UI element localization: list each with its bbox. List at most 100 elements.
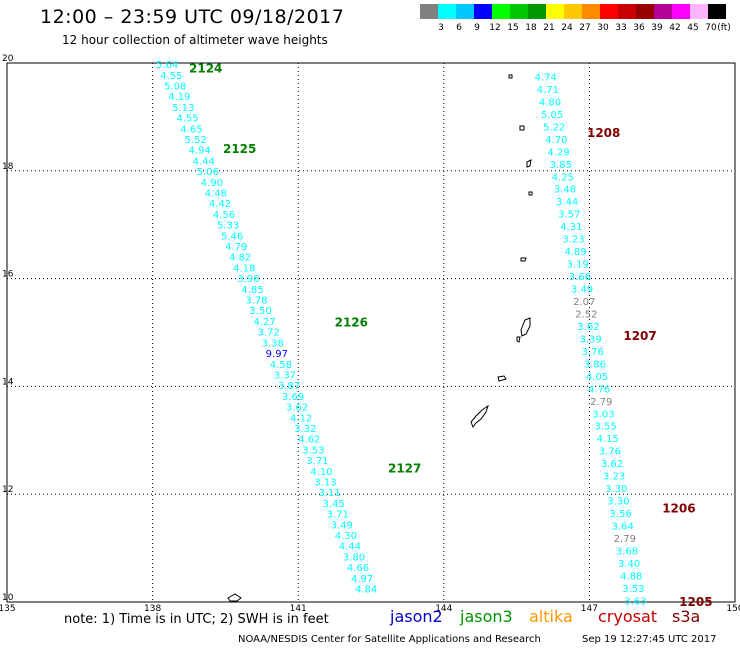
island-rota [497, 375, 507, 382]
legend-label: 15 [507, 23, 519, 33]
wave-height-value: 5.46 [221, 231, 243, 242]
wave-height-value: 4.71 [537, 85, 559, 96]
legend-label: 24 [561, 23, 573, 33]
wave-height-value: 4.29 [547, 147, 569, 158]
wave-height-value: 2.79 [590, 397, 612, 408]
wave-height-value: 5.06 [197, 167, 219, 178]
wave-height-value: 3.53 [302, 445, 324, 456]
legend-swatch [492, 4, 510, 19]
legend-label: 33 [615, 23, 627, 33]
satellite-name: jason2 [390, 607, 443, 626]
wave-height-value: 3.37 [274, 370, 296, 381]
wave-height-value: 4.74 [535, 72, 557, 83]
wave-height-value: 3.49 [571, 285, 593, 296]
wave-height-value: 4.65 [180, 124, 202, 135]
wave-height-value: 5.64 [156, 60, 178, 71]
island-aguijan [516, 336, 521, 343]
wave-height-value: 3.72 [258, 328, 280, 339]
wave-height-value: 4.27 [253, 317, 275, 328]
wave-height-value: 3.11 [318, 488, 340, 499]
x-tick-label: 150 [726, 604, 740, 614]
wave-height-value: 4.80 [539, 97, 561, 108]
wave-height-value: 2.07 [573, 297, 595, 308]
wave-height-value: 4.85 [241, 285, 263, 296]
wave-height-value: 3.87 [278, 381, 300, 392]
pass-time-label: 1206 [662, 502, 695, 516]
y-tick-label: 12 [2, 485, 13, 495]
wave-height-value: 4.19 [168, 92, 190, 103]
island-outlines [227, 74, 533, 602]
wave-height-value: 4.42 [209, 199, 231, 210]
pass-time-label: 1207 [623, 329, 656, 343]
wave-height-value: 4.05 [586, 372, 608, 383]
wave-height-value: 3.63 [624, 596, 646, 607]
wave-height-value: 4.90 [201, 178, 223, 189]
legend-swatch [438, 4, 456, 19]
legend-label: 70 [705, 23, 717, 33]
wave-height-value: 4.94 [189, 146, 211, 157]
legend-label: 42 [669, 23, 681, 33]
wave-height-value: 4.88 [620, 571, 642, 582]
wave-height-value: 3.55 [594, 422, 616, 433]
x-tick-label: 141 [290, 604, 307, 614]
wave-height-value: 3.57 [558, 210, 580, 221]
legend-label: 3 [438, 23, 444, 33]
island-alamagan [528, 191, 533, 196]
island-parece-vela [227, 593, 242, 602]
legend-label: 27 [579, 23, 591, 33]
wave-height-value: 9.97 [266, 349, 288, 360]
wave-height-value: 4.10 [310, 467, 332, 478]
wave-height-value: 4.55 [160, 71, 182, 82]
map-frame [6, 62, 736, 603]
wave-height-value: 3.68 [616, 546, 638, 557]
wave-height-value: 2.52 [575, 309, 597, 320]
wave-height-value: 3.86 [584, 359, 606, 370]
wave-height-value: 3.76 [599, 447, 621, 458]
wave-height-value: 5.05 [541, 110, 563, 121]
wave-height-value: 5.08 [164, 81, 186, 92]
wave-height-value: 3.80 [343, 552, 365, 563]
x-tick-label: 138 [144, 604, 161, 614]
legend-label: 18 [525, 23, 537, 33]
pass-time-label: 2127 [388, 461, 421, 475]
legend-swatch [528, 4, 546, 19]
y-tick-label: 18 [2, 162, 14, 172]
legend-label: 45 [687, 23, 699, 33]
legend-swatch [672, 4, 690, 19]
island-asuncion [508, 74, 513, 79]
wave-height-value: 4.25 [552, 172, 574, 183]
wave-height-value: 3.53 [622, 584, 644, 595]
wave-height-value: 3.40 [618, 559, 640, 570]
wave-height-value: 3.69 [282, 392, 304, 403]
island-pagan [526, 159, 532, 168]
wave-height-value: 3.50 [249, 306, 271, 317]
wave-height-value: 3.23 [603, 472, 625, 483]
wave-height-value: 3.38 [262, 338, 284, 349]
wave-height-value: 3.23 [562, 235, 584, 246]
legend-swatch [654, 4, 672, 19]
wave-height-value: 3.32 [294, 424, 316, 435]
pass-time-label: 2124 [189, 61, 222, 75]
y-tick-label: 10 [2, 593, 14, 603]
wave-height-value: 3.62 [286, 403, 308, 414]
legend-label: 12 [489, 23, 501, 33]
wave-height-value: 4.79 [225, 242, 247, 253]
legend-swatch [546, 4, 564, 19]
wave-height-value: 3.03 [592, 409, 614, 420]
wave-height-value: 4.55 [176, 114, 198, 125]
wave-height-value: 3.13 [314, 477, 336, 488]
legend-label: 30 [597, 23, 609, 33]
wave-height-value: 3.48 [554, 185, 576, 196]
wave-height-value: 4.70 [545, 135, 567, 146]
satellite-name: jason3 [460, 607, 513, 626]
wave-height-value: 4.30 [335, 531, 357, 542]
legend-swatch [510, 4, 528, 19]
wave-height-value: 4.82 [229, 253, 251, 264]
wave-height-value: 4.18 [233, 263, 255, 274]
legend-swatch [600, 4, 618, 19]
wave-height-value: 4.62 [298, 435, 320, 446]
legend-unit: (ft) [717, 23, 731, 33]
wave-height-value: 5.33 [217, 221, 239, 232]
pass-time-label: 2126 [335, 316, 368, 330]
wave-height-value: 4.58 [270, 360, 292, 371]
